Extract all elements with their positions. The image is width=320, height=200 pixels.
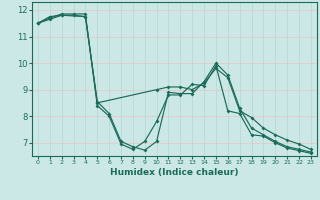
X-axis label: Humidex (Indice chaleur): Humidex (Indice chaleur) xyxy=(110,168,239,177)
